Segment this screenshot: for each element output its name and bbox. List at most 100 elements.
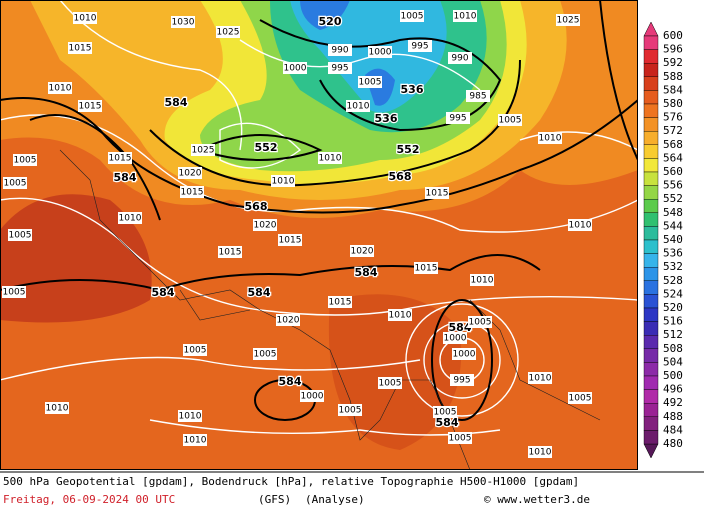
colorbar-label: 500 [663,369,683,382]
colorbar-swatch [643,267,659,282]
colorbar-label: 548 [663,206,683,219]
isobar-label: 1005 [14,156,37,166]
colorbar-label: 504 [663,355,683,368]
colorbar-label: 520 [663,301,683,314]
isobar-label: 995 [331,64,348,74]
colorbar-swatch [643,430,659,445]
colorbar-label: 532 [663,260,683,273]
colorbar-swatch [643,253,659,268]
colorbar-swatch [643,158,659,173]
isobar-label: 985 [469,92,486,102]
label-box [528,372,552,384]
isobar-label: 1000 [301,392,324,402]
label-box [350,245,374,257]
footer-model: (GFS) [258,493,291,506]
isobar-label: 995 [453,376,470,386]
label-box [283,62,307,74]
isobar-label: 1005 [3,288,26,298]
label-box [328,296,352,308]
isobar-label: 1020 [179,169,202,179]
label-box [443,332,467,344]
colorbar-swatch [643,362,659,377]
warm-region [0,194,152,323]
isobar-label: 1015 [426,189,449,199]
label-box [183,344,207,356]
geopotential-label: 584 [355,266,378,279]
isobar-label: 1015 [69,44,92,54]
label-box [450,374,474,386]
colorbar-swatch [643,185,659,200]
isobar-label: 1000 [284,64,307,74]
label-box [468,316,492,328]
isobar-label: 1010 [529,374,552,384]
isobar-label: 1005 [569,394,592,404]
label-box [183,434,207,446]
geopotential-label: 552 [397,143,420,156]
label-box [408,40,432,52]
colorbar-label: 552 [663,192,683,205]
colorbar-cap [643,443,659,459]
isobar-label: 1005 [401,12,424,22]
label-box [328,62,352,74]
colorbar-label: 488 [663,410,683,423]
isobar-label: 1005 [254,350,277,360]
colorbar-label: 524 [663,287,683,300]
colorbar-swatch [643,389,659,404]
label-box [178,167,202,179]
colorbar-swatch [643,403,659,418]
colorbar-label: 592 [663,56,683,69]
colorbar-swatch [643,321,659,336]
geopotential-label: 536 [401,83,424,96]
isobar-label: 1010 [454,12,477,22]
isobar-label: 1010 [49,84,72,94]
geopotential-label: 568 [245,200,268,213]
label-box [78,100,102,112]
label-box [118,212,142,224]
isobar-label: 1005 [434,408,457,418]
label-box [13,154,37,166]
colorbar-swatch [643,198,659,213]
label-box [73,12,97,24]
geopotential-label: 536 [375,112,398,125]
label-box [528,446,552,458]
isobar-label: 1010 [539,134,562,144]
label-box [318,152,342,164]
geopotential-label: 584 [152,286,175,299]
geopotential-label: 584 [165,96,188,109]
contour-labels: 1030 520 1010 1005 1010 1025 1025 990 1000 995 990… [2,10,592,458]
colorbar-label: 528 [663,274,683,287]
colorbar-swatch [643,239,659,254]
colorbar-label: 544 [663,219,683,232]
label-box [556,14,580,26]
isobar-label: 1005 [339,406,362,416]
label-box [400,10,424,22]
label-box [328,44,352,56]
geopotential-label: 568 [389,170,412,183]
label-box [538,132,562,144]
colorbar-label: 568 [663,138,683,151]
isobar-label: 995 [449,114,466,124]
isobar-label: 1010 [347,102,370,112]
isobar-label: 1010 [184,436,207,446]
label-box [346,100,370,112]
colorbar-label: 560 [663,165,683,178]
isobar-label: 1015 [415,264,438,274]
isobar-label: 990 [451,54,468,64]
isobar-label: 1010 [319,154,342,164]
label-box [218,246,242,258]
label-box [446,112,470,124]
colorbar-label: 512 [663,328,683,341]
colorbar-swatch [643,335,659,350]
label-box [45,402,69,414]
colorbar-swatch [643,416,659,431]
isobar-label: 1020 [351,247,374,257]
label-box [470,274,494,286]
isobar-label: 1025 [192,146,215,156]
colorbar-swatch [643,375,659,390]
isobar-label: 1005 [499,116,522,126]
isobar-label: 1010 [74,14,97,24]
isobar-label: 1025 [217,28,240,38]
label-box [276,314,300,326]
label-box [448,432,472,444]
label-box [8,229,32,241]
